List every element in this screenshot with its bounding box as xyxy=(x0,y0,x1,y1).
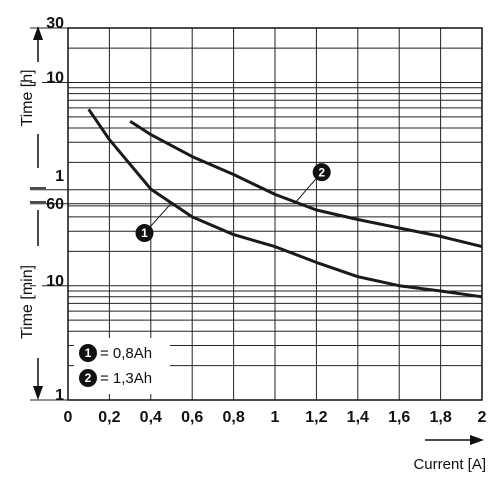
y-tick-label: 10 xyxy=(46,273,64,290)
x-arrow-head xyxy=(470,435,484,445)
plot-border xyxy=(67,27,483,401)
y-tick-label: 10 xyxy=(46,70,64,87)
curve xyxy=(87,108,483,299)
marker-label: 2 xyxy=(85,371,92,385)
y-axis-label: Time [h] xyxy=(19,69,36,126)
marker-label: 2 xyxy=(318,165,325,179)
x-tick-label: 0,4 xyxy=(140,409,162,426)
grid: 0 0,2 0,4 0,6 0,8 1 1,2 1,4 1,6 1,8 2 30 10 1 60 10 1 xyxy=(30,15,487,426)
x-tick-label: 1,2 xyxy=(305,409,327,426)
x-tick-label: 0 xyxy=(64,409,73,426)
x-axis-label: Current [A] xyxy=(413,456,486,473)
x-tick-label: 0,8 xyxy=(222,409,244,426)
legend-label: = 0,8Ah xyxy=(100,345,152,362)
label-gap xyxy=(36,246,42,358)
x-tick-label: 0,2 xyxy=(98,409,120,426)
marker-label: 1 xyxy=(85,346,92,360)
x-tick-label: 0,6 xyxy=(181,409,203,426)
marker-badge xyxy=(79,344,97,362)
x-tick-label: 1,8 xyxy=(429,409,451,426)
marker-badge xyxy=(79,369,97,387)
marker-badge xyxy=(312,163,331,182)
y-tick-label: 60 xyxy=(46,196,64,213)
arrow-down xyxy=(33,386,43,400)
y-tick-label: 30 xyxy=(46,15,64,32)
marker-label: 1 xyxy=(141,226,148,240)
curves: 12 xyxy=(87,108,483,299)
x-tick-label: 1 xyxy=(271,409,280,426)
arrow-up xyxy=(33,26,43,40)
legend-label: = 1,3Ah xyxy=(100,370,152,387)
x-tick-label: 1,6 xyxy=(388,409,410,426)
y-tick-label: 1 xyxy=(55,168,64,185)
x-tick-label: 2 xyxy=(478,409,487,426)
y-axis-label: Time [min] xyxy=(19,265,36,339)
label-gap xyxy=(36,62,42,134)
curve xyxy=(129,119,483,249)
x-tick-label: 1,4 xyxy=(347,409,369,426)
y-tick-label: 1 xyxy=(55,387,64,404)
marker-badge xyxy=(135,224,154,243)
legend: 1 = 0,8Ah 2 = 1,3Ah xyxy=(74,338,170,394)
